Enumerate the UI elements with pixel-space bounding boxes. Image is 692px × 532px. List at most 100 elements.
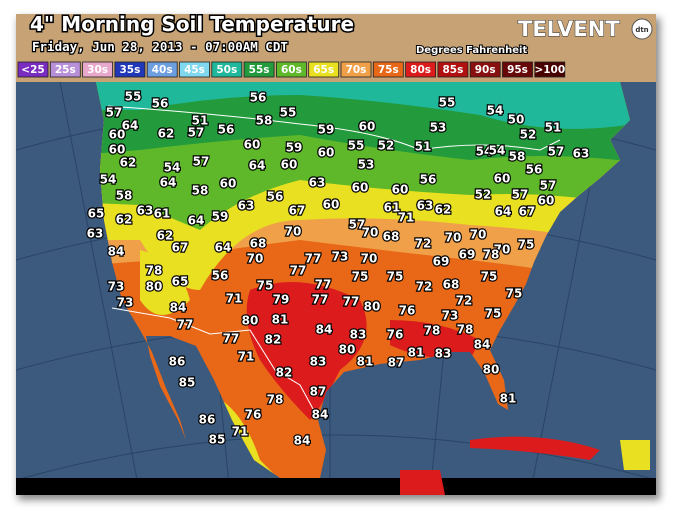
- temperature-label: 63: [573, 147, 590, 161]
- brand: TELVENT: [518, 17, 620, 41]
- temperature-label: 61: [384, 201, 401, 215]
- temperature-label: 54: [476, 145, 493, 159]
- hispaniola: [620, 440, 650, 470]
- temperature-label: 51: [545, 121, 562, 135]
- temperature-label: 57: [106, 106, 123, 120]
- temperature-label: 78: [483, 248, 500, 262]
- legend-label: 45s: [184, 64, 205, 76]
- temperature-label: 60: [494, 172, 511, 186]
- temperature-label: 60: [244, 138, 261, 152]
- temperature-label: 70: [361, 252, 378, 266]
- legend-label: 70s: [346, 64, 367, 76]
- temperature-label: 64: [215, 241, 232, 255]
- badge-circle: [631, 18, 653, 40]
- temperature-label: 69: [459, 248, 476, 262]
- temperature-label: 77: [315, 278, 332, 292]
- temperature-label: 78: [424, 324, 441, 338]
- legend-label: 25s: [55, 64, 76, 76]
- temperature-label: 68: [250, 237, 267, 251]
- temperature-label: 83: [350, 328, 367, 342]
- temperature-label: 56: [152, 97, 169, 111]
- temperature-label: 75: [485, 307, 502, 321]
- temperature-label: 62: [435, 203, 452, 217]
- legend-label: >100: [534, 64, 565, 76]
- temperature-label: 55: [439, 96, 456, 110]
- temperature-label: 60: [538, 194, 555, 208]
- legend-label: 90s: [475, 64, 496, 76]
- temperature-label: 77: [305, 252, 322, 266]
- temperature-label: 85: [179, 376, 196, 390]
- temperature-label: 58: [192, 184, 209, 198]
- temperature-label: 64: [122, 119, 139, 133]
- bottom-strip: [16, 478, 656, 495]
- temperature-label: 62: [158, 127, 175, 141]
- temperature-label: 86: [199, 413, 216, 427]
- temperature-label: 78: [267, 393, 284, 407]
- temperature-label: 68: [443, 278, 460, 292]
- temperature-label: 71: [238, 350, 255, 364]
- temperature-label: 68: [383, 230, 400, 244]
- temperature-label: 76: [245, 408, 262, 422]
- temperature-label: 56: [267, 190, 284, 204]
- temperature-label: 75: [518, 238, 535, 252]
- temperature-label: 83: [435, 347, 452, 361]
- temperature-label: 83: [310, 355, 327, 369]
- legend-chip: [179, 61, 210, 78]
- temperature-label: 81: [272, 313, 289, 327]
- temperature-label: 60: [352, 181, 369, 195]
- temperature-label: 69: [433, 255, 450, 269]
- temperature-label: 65: [88, 207, 105, 221]
- temperature-label: 60: [359, 120, 376, 134]
- temperature-label: 56: [218, 123, 235, 137]
- temperature-label: 58: [509, 150, 526, 164]
- temperature-label: 57: [349, 218, 366, 232]
- legend-label: 65s: [313, 64, 334, 76]
- temperature-label: 57: [548, 145, 565, 159]
- temperature-label: 70: [494, 243, 511, 257]
- temperature-label: 57: [512, 188, 529, 202]
- legend-label: <25: [21, 64, 44, 76]
- temperature-label: 52: [520, 128, 537, 142]
- temperature-label: 55: [280, 106, 297, 120]
- legend-chip: [308, 61, 340, 78]
- temperature-label: 73: [332, 250, 349, 264]
- temperature-label: 59: [212, 210, 229, 224]
- legend-chip: [114, 61, 146, 78]
- legend-label: 95s: [507, 64, 528, 76]
- temperature-label: 55: [125, 90, 142, 104]
- temperature-label: 62: [157, 229, 174, 243]
- temperature-label: 86: [169, 355, 186, 369]
- temperature-label: 60: [318, 146, 335, 160]
- temperature-label: 55: [348, 139, 365, 153]
- temperature-label: 64: [160, 176, 177, 190]
- temperature-label: 77: [177, 318, 194, 332]
- temperature-label: 64: [495, 205, 512, 219]
- temperature-label: 70: [470, 228, 487, 242]
- temperature-label: 53: [430, 121, 447, 135]
- temperature-label: 82: [276, 366, 293, 380]
- temperature-label: 63: [417, 199, 434, 213]
- legend: <25 25s 30s 35s 40s 45s 50s 55s 60s 65s 70s 75s 80s 8…: [17, 61, 566, 78]
- temperature-label: 77: [312, 293, 329, 307]
- temperature-label: 63: [309, 176, 326, 190]
- temperature-label: 81: [357, 355, 374, 369]
- units: Degrees Fahrenheit: [416, 45, 527, 56]
- temperature-label: 58: [256, 114, 273, 128]
- subtitle: Friday, Jun 28, 2013 - 07:00AM CDT: [32, 39, 288, 54]
- temperature-label: 77: [223, 332, 240, 346]
- temperature-label: 59: [286, 141, 303, 155]
- legend-label: 30s: [87, 64, 108, 76]
- brand-badge: dtn: [635, 26, 648, 34]
- temperature-label: 54: [100, 173, 117, 187]
- legend-label: 35s: [119, 64, 140, 76]
- temperature-label: 63: [137, 204, 154, 218]
- temperature-label: 50: [508, 113, 525, 127]
- central-america: [400, 470, 445, 495]
- temperature-label: 54: [489, 144, 506, 158]
- temperature-label: 80: [483, 363, 500, 377]
- temperature-label: 72: [415, 237, 432, 251]
- temperature-label: 81: [408, 346, 425, 360]
- temperature-label: 84: [170, 301, 187, 315]
- legend-chip: [372, 61, 404, 78]
